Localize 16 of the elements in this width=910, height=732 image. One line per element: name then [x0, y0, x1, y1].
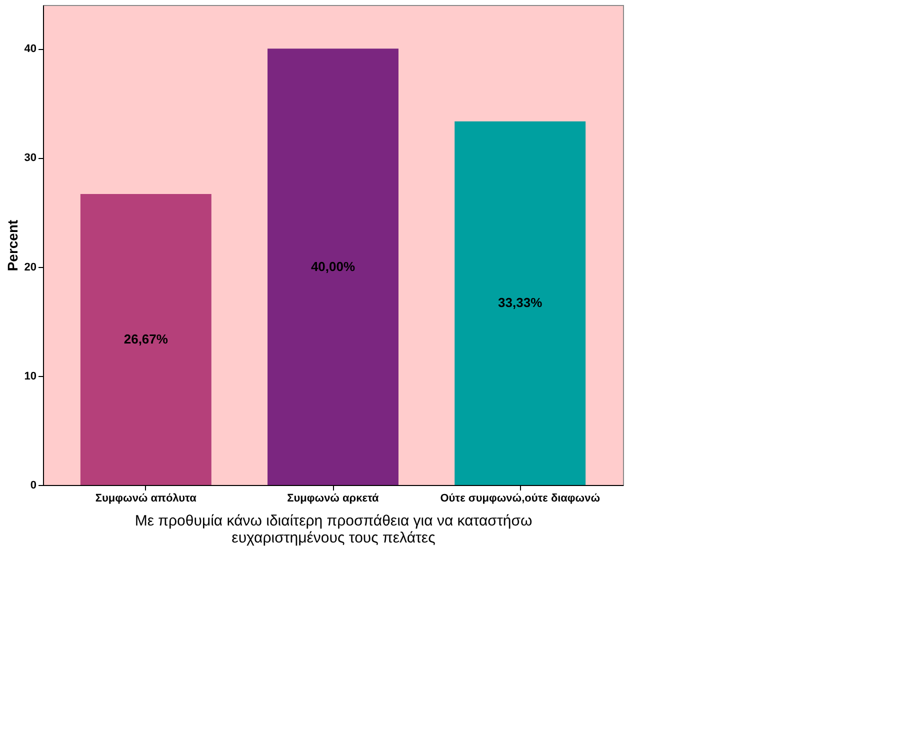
y-tick-label: 20	[24, 261, 36, 274]
bar	[268, 48, 398, 485]
x-axis-title: Με προθυμία κάνω ιδιαίτερη προσπάθεια για να καταστήσω ευχαριστημένους τους πελάτες	[134, 512, 532, 546]
x-tick-label: Ούτε συμφωνώ,ούτε διαφωνώ	[440, 492, 600, 504]
data-label: 40,00%	[310, 258, 356, 274]
x-tick-label: Συμφωνώ απόλυτα	[95, 492, 197, 504]
y-axis-title: Percent	[4, 219, 20, 272]
y-tick-label: 30	[24, 152, 36, 164]
data-label: 33,33%	[498, 295, 543, 310]
bar	[454, 121, 586, 485]
y-tick-label: 10	[24, 370, 36, 382]
x-tick-label: Συμφωνώ αρκετά	[287, 492, 380, 504]
data-label: 26,67%	[124, 332, 168, 347]
y-tick-label: 0	[30, 480, 36, 492]
y-tick-label: 40	[24, 43, 36, 56]
bar	[80, 194, 212, 485]
